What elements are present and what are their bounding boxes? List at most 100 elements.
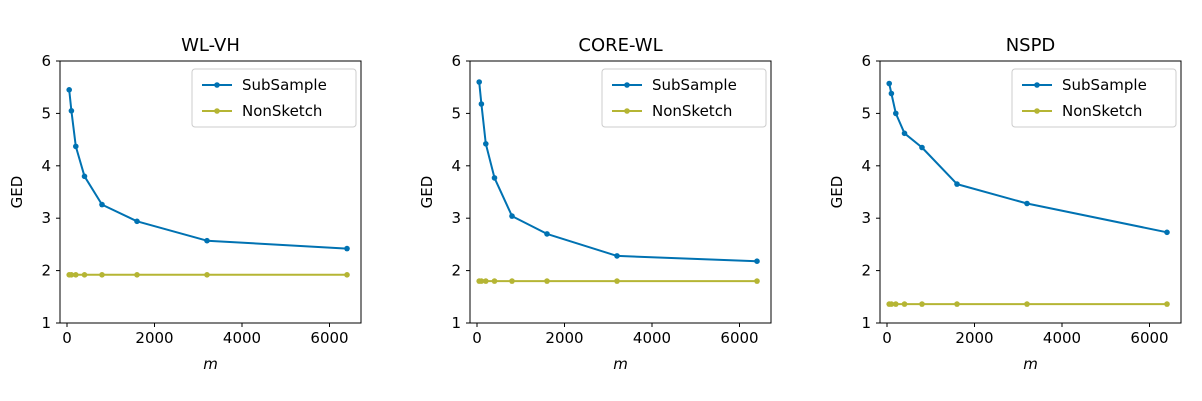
data-point-subsample: [954, 181, 960, 187]
y-tick-label: 2: [451, 262, 461, 280]
x-tick-label: 0: [882, 329, 892, 347]
x-tick-label: 0: [62, 329, 72, 347]
x-tick-label: 6000: [310, 329, 348, 347]
data-point-subsample: [491, 175, 498, 181]
chart-panel-3: 0 2000 4000 6000 1 2 3 4 5 6 NSPD m GED SubSample NonS…: [828, 35, 1182, 373]
data-point-subsample: [81, 173, 88, 180]
data-point-subsample: [919, 144, 925, 151]
data-point-subsample: [204, 237, 210, 244]
data-point-subsample: [68, 108, 75, 114]
axes-frame: [469, 60, 772, 324]
legend: SubSample NonSketch: [601, 68, 767, 128]
legend-swatch-marker: [1034, 82, 1040, 88]
chart-title: NSPD: [1006, 35, 1056, 56]
axes-frame: [879, 60, 1182, 324]
data-point-nonsketch: [478, 278, 485, 284]
y-tick-label: 5: [861, 104, 871, 122]
legend-swatch-marker: [624, 82, 630, 88]
series-line-subsample: [888, 83, 1168, 234]
data-point-subsample: [483, 141, 489, 147]
data-point-subsample: [893, 110, 899, 117]
data-point-nonsketch: [509, 278, 515, 284]
x-tick-label: 4000: [223, 329, 261, 347]
data-point-subsample: [66, 87, 72, 93]
data-point-nonsketch: [491, 278, 498, 284]
x-tick-label: 0: [472, 329, 482, 347]
data-point-subsample: [901, 130, 908, 137]
chart-title: WL-VH: [181, 35, 240, 56]
data-point-nonsketch: [544, 278, 550, 284]
data-point-subsample: [1164, 229, 1170, 236]
y-axis-label: GED: [828, 176, 846, 209]
series-line-subsample: [478, 81, 758, 263]
x-axis-label: m: [1023, 355, 1038, 373]
x-tick-label: 2000: [135, 329, 173, 347]
x-tick-label: 4000: [633, 329, 671, 347]
y-tick-label: 3: [41, 209, 51, 227]
data-point-nonsketch: [81, 272, 88, 278]
y-tick-label: 5: [451, 104, 461, 122]
legend-label-nonsketch: NonSketch: [1062, 102, 1142, 120]
data-point-nonsketch: [68, 272, 75, 278]
y-tick-label: 3: [451, 209, 461, 227]
data-point-nonsketch: [204, 272, 210, 278]
data-point-subsample: [1024, 200, 1030, 207]
legend-label-subsample: SubSample: [1062, 76, 1147, 94]
data-point-subsample: [73, 143, 79, 150]
series-line-subsample: [68, 89, 348, 250]
data-point-nonsketch: [99, 272, 105, 278]
data-point-nonsketch: [754, 278, 760, 284]
y-tick-label: 1: [41, 314, 51, 332]
data-point-subsample: [478, 101, 485, 107]
x-tick-label: 4000: [1043, 329, 1081, 347]
chart-panel-2: 0 2000 4000 6000 1 2 3 4 5 6 CORE-WL m GED SubSample N…: [418, 35, 772, 373]
y-tick-label: 2: [861, 262, 871, 280]
y-tick-label: 2: [41, 262, 51, 280]
y-tick-label: 6: [451, 52, 461, 70]
legend-box: [601, 68, 767, 128]
axes-frame: [59, 60, 362, 324]
y-tick-label: 3: [861, 209, 871, 227]
data-point-subsample: [344, 245, 350, 252]
y-tick-label: 4: [861, 157, 871, 175]
data-point-nonsketch: [134, 272, 140, 278]
legend: SubSample NonSketch: [191, 68, 357, 128]
data-point-subsample: [134, 218, 140, 225]
data-point-subsample: [544, 231, 550, 237]
x-tick-label: 6000: [1130, 329, 1168, 347]
data-point-nonsketch: [888, 301, 895, 307]
legend: SubSample NonSketch: [1011, 68, 1177, 128]
data-point-nonsketch: [1024, 301, 1030, 307]
chart-panel-1: 0 2000 4000 6000 1 2 3 4 5 6 WL-VH m GED SubSample Non…: [8, 35, 362, 373]
legend-label-subsample: SubSample: [652, 76, 737, 94]
legend-label-nonsketch: NonSketch: [242, 102, 322, 120]
data-point-nonsketch: [614, 278, 620, 284]
legend-swatch-marker: [214, 82, 220, 88]
legend-box: [1011, 68, 1177, 128]
data-point-nonsketch: [954, 301, 960, 307]
y-tick-label: 1: [861, 314, 871, 332]
data-point-nonsketch: [483, 278, 489, 284]
y-tick-label: 5: [41, 104, 51, 122]
data-point-subsample: [888, 90, 895, 97]
data-point-nonsketch: [901, 301, 908, 307]
legend-swatch-marker: [624, 108, 630, 114]
data-point-subsample: [886, 80, 892, 87]
legend-box: [191, 68, 357, 128]
y-tick-label: 6: [41, 52, 51, 70]
data-point-nonsketch: [344, 272, 350, 278]
y-axis-label: GED: [8, 176, 26, 209]
y-tick-label: 4: [451, 157, 461, 175]
y-tick-label: 1: [451, 314, 461, 332]
data-point-subsample: [754, 258, 760, 265]
legend-swatch-marker: [214, 108, 220, 114]
x-tick-label: 2000: [955, 329, 993, 347]
x-tick-label: 6000: [720, 329, 758, 347]
x-axis-label: m: [203, 355, 218, 373]
data-point-subsample: [476, 79, 483, 85]
data-point-subsample: [509, 213, 515, 219]
legend-label-subsample: SubSample: [242, 76, 327, 94]
x-tick-label: 2000: [545, 329, 583, 347]
x-axis-label: m: [613, 355, 628, 373]
